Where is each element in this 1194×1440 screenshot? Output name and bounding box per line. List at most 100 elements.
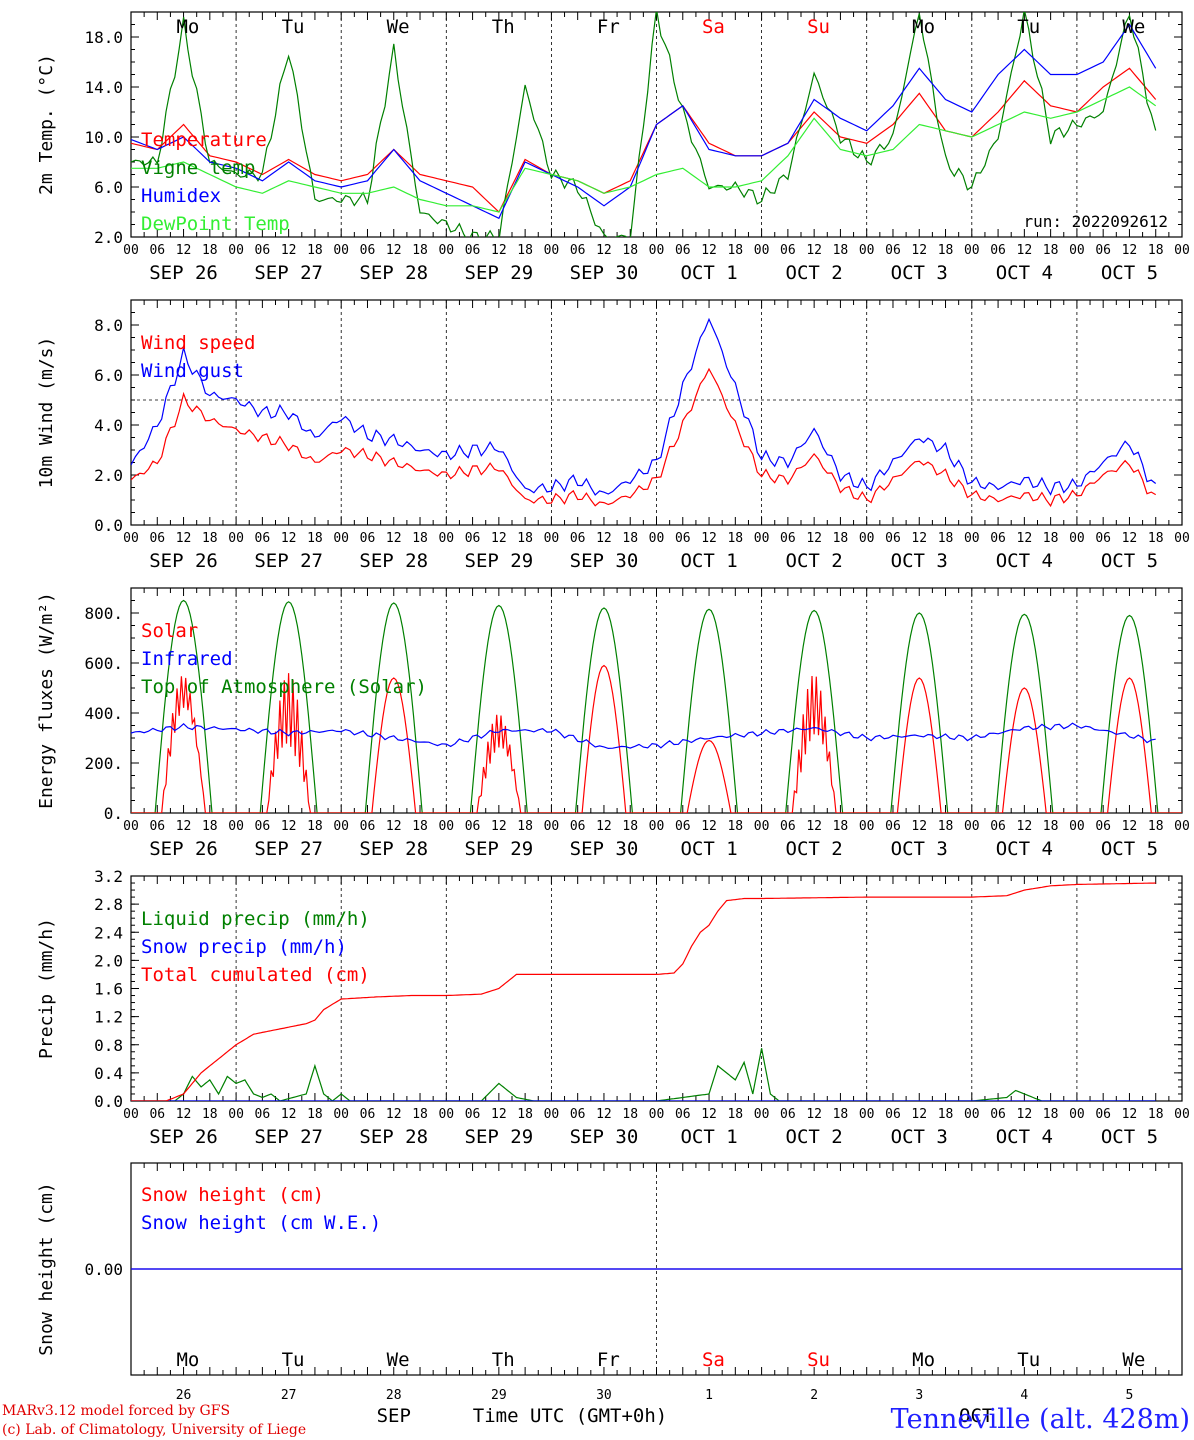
plot-area <box>131 12 1157 237</box>
x-hour-label: 12 <box>176 819 192 834</box>
series-line <box>131 882 1156 1101</box>
x-hour-label: 18 <box>1148 531 1164 546</box>
x-hour-label: 06 <box>885 819 901 834</box>
x-date-label: SEP 28 <box>359 550 428 572</box>
x-hour-label: 00 <box>438 1107 454 1122</box>
x-hour-label: 06 <box>780 243 796 258</box>
x-hour-label: 00 <box>544 819 560 834</box>
x-hour-label: 12 <box>491 1107 507 1122</box>
x-hour-label: 00 <box>333 531 349 546</box>
x-hour-label: 18 <box>412 1107 428 1122</box>
plot-frame <box>130 299 1183 526</box>
legend-entry: Snow height (cm) <box>141 1184 324 1206</box>
x-hour-label: 12 <box>806 819 822 834</box>
x-hour-label: 18 <box>307 243 323 258</box>
x-hour-label: 06 <box>885 531 901 546</box>
x-hour-label: 06 <box>1095 819 1111 834</box>
x-date-label: SEP 29 <box>465 262 534 284</box>
x-hour-label: 00 <box>333 819 349 834</box>
x-hour-label: 18 <box>517 243 533 258</box>
day-name: Sa <box>702 1349 725 1371</box>
x-date-label: OCT 1 <box>680 262 737 284</box>
x-hour-label: 00 <box>964 1107 980 1122</box>
x-hour-label: 00 <box>123 819 139 834</box>
panel-4: 0.0 0.4 0.8 1.2 1.6 2.0 2.4 2.8 3.2 Precip (mm/h)… <box>36 867 1190 1148</box>
x-hour-label: 00 <box>859 243 875 258</box>
series-line <box>131 317 1157 496</box>
x-date-label: SEP 29 <box>465 1126 534 1148</box>
y-tick-label: 2.0 <box>94 466 123 485</box>
x-hour-label: 06 <box>149 819 165 834</box>
day-name: Tu <box>282 16 305 38</box>
x-hour-label: 00 <box>859 819 875 834</box>
x-hour-label: 00 <box>544 1107 560 1122</box>
x-hour-label: 12 <box>596 819 612 834</box>
x-hour-label: 18 <box>727 243 743 258</box>
x-hour-label: 00 <box>1174 243 1190 258</box>
x-hour-label: 00 <box>1174 819 1190 834</box>
x-hour-label: 12 <box>1017 531 1033 546</box>
x-hour-label: 06 <box>149 243 165 258</box>
x-hour-label: 18 <box>307 1107 323 1122</box>
x-hour-label: 06 <box>885 243 901 258</box>
x-date-label: OCT 2 <box>786 1126 843 1148</box>
legend-entry: Wind speed <box>141 332 255 354</box>
day-name: Fr <box>597 1349 620 1371</box>
x-date-label: SEP 26 <box>149 838 218 860</box>
x-hour-label: 18 <box>938 819 954 834</box>
plot-area <box>131 317 1182 508</box>
x-hour-label: 06 <box>570 1107 586 1122</box>
series-line-infrared <box>131 722 1156 750</box>
x-hour-label: 18 <box>622 243 638 258</box>
day-number: 3 <box>915 1388 923 1403</box>
day-name: Mo <box>176 16 199 38</box>
x-date-label: OCT 5 <box>1101 262 1158 284</box>
x-axis-title: Time UTC (GMT+0h) <box>473 1405 667 1427</box>
x-hour-label: 18 <box>938 243 954 258</box>
x-hour-label: 00 <box>649 243 665 258</box>
x-hour-label: 00 <box>228 531 244 546</box>
x-hour-label: 12 <box>1017 1107 1033 1122</box>
x-hour-label: 00 <box>754 819 770 834</box>
x-hour-label: 00 <box>649 531 665 546</box>
x-hour-label: 12 <box>1122 243 1138 258</box>
x-hour-label: 00 <box>333 243 349 258</box>
x-date-label: SEP 30 <box>570 262 639 284</box>
y-tick-label: 0. <box>104 804 123 823</box>
x-hour-label: 06 <box>465 819 481 834</box>
day-number: 2 <box>810 1388 818 1403</box>
x-hour-label: 06 <box>255 531 271 546</box>
day-number: 5 <box>1126 1388 1134 1403</box>
y-tick-label: 600. <box>84 654 123 673</box>
x-date-label: OCT 5 <box>1101 550 1158 572</box>
x-hour-label: 12 <box>911 1107 927 1122</box>
x-hour-label: 12 <box>386 243 402 258</box>
day-name: Su <box>807 16 830 38</box>
day-name: We <box>1122 1349 1145 1371</box>
y-tick-label: 3.2 <box>94 867 123 886</box>
x-hour-label: 06 <box>360 819 376 834</box>
panel-5: 0.00 Snow height (cm) Snow height (cm) Snow… <box>36 1162 1183 1427</box>
x-hour-label: 06 <box>675 243 691 258</box>
x-hour-label: 06 <box>570 531 586 546</box>
x-hour-label: 18 <box>1043 819 1059 834</box>
y-axis-label: Snow height (cm) <box>36 1182 57 1355</box>
x-date-label: OCT 1 <box>680 838 737 860</box>
footer-copyright: (c) Lab. of Climatology, University of L… <box>2 1422 306 1438</box>
series-line-toa-solar <box>131 599 1182 813</box>
plot-area <box>131 882 1156 1101</box>
y-tick-label: 1.2 <box>94 1008 123 1027</box>
x-hour-label: 00 <box>123 243 139 258</box>
series-line <box>131 23 1157 220</box>
x-date-label: OCT 4 <box>996 262 1053 284</box>
x-hour-label: 18 <box>622 1107 638 1122</box>
series-line <box>131 367 1156 508</box>
x-date-label: SEP 26 <box>149 1126 218 1148</box>
x-hour-label: 18 <box>833 819 849 834</box>
x-hour-label: 12 <box>911 819 927 834</box>
day-name: Mo <box>176 1349 199 1371</box>
x-hour-label: 18 <box>412 819 428 834</box>
x-hour-label: 12 <box>491 243 507 258</box>
x-hour-label: 00 <box>754 531 770 546</box>
x-hour-label: 12 <box>596 1107 612 1122</box>
